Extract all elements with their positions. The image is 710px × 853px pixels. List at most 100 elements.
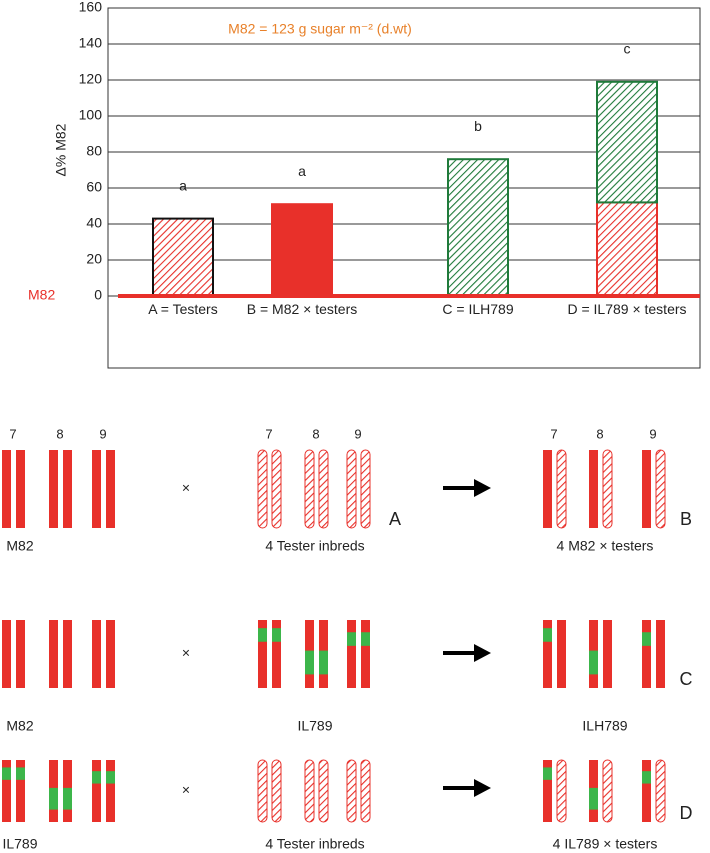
parent2-label: 4 Tester inbreds	[265, 538, 364, 554]
chromosome	[49, 620, 58, 688]
significance-letter: a	[298, 163, 306, 179]
cross-symbol: ×	[182, 782, 190, 798]
introgression	[361, 632, 370, 646]
chromosome	[106, 450, 115, 528]
introgression	[272, 628, 281, 642]
offspring-label: ILH789	[582, 718, 627, 734]
x-tick-label: D = IL789 × testers	[567, 301, 687, 317]
introgression	[49, 787, 58, 810]
chromosome	[556, 449, 567, 529]
introgression	[63, 787, 72, 810]
chromosome	[543, 620, 552, 688]
x-tick-label-box: B = M82 × testers	[246, 301, 358, 317]
parent2-label: 4 Tester inbreds	[265, 836, 364, 852]
chromosome	[106, 620, 115, 688]
introgression	[92, 771, 101, 784]
chromosome-number: 9	[354, 426, 361, 441]
cross-symbol: ×	[182, 645, 190, 661]
chromosome	[16, 450, 25, 528]
chromosome	[347, 620, 356, 688]
chromosome	[2, 450, 11, 528]
chromosome	[304, 759, 315, 823]
y-axis-label: Δ% M82	[53, 123, 69, 176]
chromosome-number: 9	[99, 426, 106, 441]
chromosome-number: 8	[56, 426, 63, 441]
bar	[447, 158, 509, 297]
chromosome	[2, 760, 11, 822]
arrow-head	[474, 644, 491, 662]
bar	[152, 217, 214, 298]
introgression	[258, 628, 267, 642]
chromosome	[92, 450, 101, 528]
chromosome	[556, 759, 567, 823]
x-tick-label: A = Testers	[148, 301, 218, 317]
y-tick-label: 100	[79, 107, 103, 123]
chromosome	[257, 449, 268, 529]
parent1-label: IL789	[2, 836, 37, 852]
x-tick-label: B = M82 × testers	[246, 301, 358, 317]
bar	[271, 203, 333, 297]
chromosome	[272, 620, 281, 688]
cross-letter: B	[680, 509, 692, 529]
introgression	[642, 771, 651, 784]
chromosome	[63, 450, 72, 528]
chromosome	[63, 620, 72, 688]
significance-letter: c	[624, 41, 631, 57]
chromosome	[92, 760, 101, 822]
introgression	[319, 650, 328, 675]
chromosome	[318, 759, 329, 823]
x-tick-label-box: D = IL789 × testers	[567, 301, 687, 317]
chromosome-number: 8	[596, 426, 603, 441]
chromosome	[655, 449, 666, 529]
chromosome	[360, 759, 371, 823]
introgression	[543, 628, 552, 642]
x-tick-label-box: C = ILH789	[442, 301, 514, 317]
y-tick-label: 160	[79, 0, 103, 15]
cross-letter: C	[680, 669, 693, 689]
y-tick-label: 120	[79, 71, 103, 87]
offspring-label: 4 IL789 × testers	[553, 836, 658, 852]
chromosome	[106, 760, 115, 822]
chromosome	[557, 620, 566, 688]
introgression	[589, 787, 598, 810]
parent1-label: M82	[6, 718, 33, 734]
introgression	[347, 632, 356, 646]
chromosome	[304, 449, 315, 529]
chromosome-number: 8	[312, 426, 319, 441]
y-tick-label: 80	[86, 143, 102, 159]
chromosome	[257, 759, 268, 823]
chromosome	[271, 759, 282, 823]
y-tick-label: 0	[94, 287, 102, 303]
bar	[596, 201, 658, 297]
x-tick-label: C = ILH789	[442, 301, 514, 317]
chromosome	[655, 759, 666, 823]
cross-letter: A	[389, 509, 401, 529]
chromosome	[346, 449, 357, 529]
chromosome-number: 7	[265, 426, 272, 441]
arrow-head	[474, 479, 491, 497]
introgression	[106, 771, 115, 784]
baseline-label: M82	[28, 287, 55, 303]
chromosome-number: 7	[550, 426, 557, 441]
significance-letter: b	[474, 118, 482, 134]
chromosome-number: 9	[649, 426, 656, 441]
arrow-head	[474, 779, 491, 797]
chromosome	[2, 620, 11, 688]
chromosome	[318, 449, 329, 529]
chromosome	[602, 759, 613, 823]
chromosome-number: 7	[9, 426, 16, 441]
introgression	[642, 632, 651, 646]
chromosome	[642, 450, 651, 528]
cross-symbol: ×	[182, 480, 190, 496]
introgression	[2, 767, 11, 780]
offspring-label: 4 M82 × testers	[557, 538, 654, 554]
chromosome	[642, 620, 651, 688]
y-tick-label: 20	[86, 251, 102, 267]
introgression	[16, 767, 25, 780]
y-tick-label: 60	[86, 179, 102, 195]
chromosome	[92, 620, 101, 688]
chromosome	[258, 620, 267, 688]
annotation: M82 = 123 g sugar m⁻² (d.wt)	[228, 21, 412, 37]
